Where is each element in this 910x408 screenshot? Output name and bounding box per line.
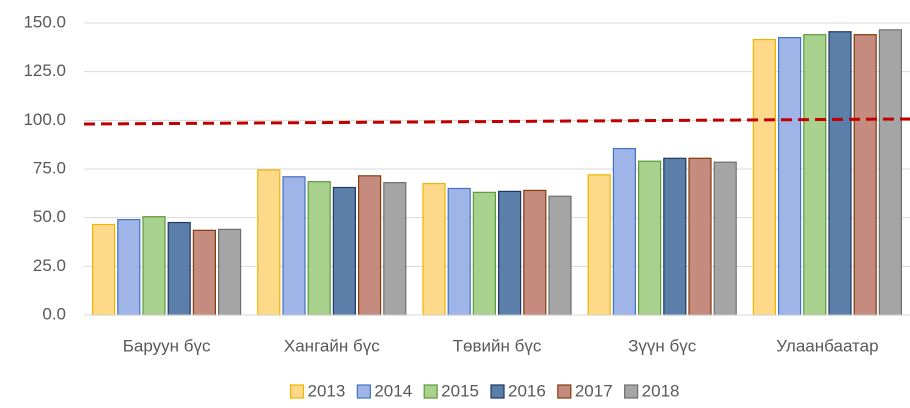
x-tick-label: Хангайн бүс (284, 336, 380, 355)
y-tick-label: 50.0 (33, 207, 66, 226)
bar (637, 160, 662, 316)
bar (307, 181, 331, 316)
x-tick-label: Баруун бүс (123, 336, 211, 355)
bar (257, 169, 281, 316)
bar (548, 195, 572, 316)
bar (91, 223, 116, 316)
bar (282, 176, 306, 316)
bar (688, 157, 712, 316)
y-tick-label: 125.0 (23, 61, 66, 80)
bar (777, 36, 802, 316)
bar (853, 34, 877, 316)
y-tick-label: 150.0 (23, 12, 66, 31)
bar (117, 219, 141, 316)
bar (218, 228, 242, 316)
bar (878, 29, 903, 316)
legend-swatch (289, 384, 305, 399)
legend-label: 2014 (374, 381, 412, 400)
legend-label: 2018 (642, 381, 680, 400)
x-tick-label: Зүүн бүс (628, 336, 697, 355)
bar (523, 189, 547, 316)
y-tick-label: 75.0 (33, 158, 66, 177)
bar (192, 229, 216, 316)
bar (422, 183, 446, 316)
x-tick-label: Төвийн бүс (453, 336, 542, 355)
reference-line (83, 117, 910, 126)
bar (142, 216, 166, 316)
bar (472, 191, 496, 316)
y-tick-label: 25.0 (33, 256, 66, 275)
legend-swatch (557, 384, 572, 399)
legend-label: 2017 (575, 381, 613, 400)
legend-swatch (624, 384, 639, 399)
bar (713, 161, 737, 316)
bar (498, 190, 522, 316)
legend-label: 2013 (308, 381, 346, 400)
legend-swatch (490, 384, 505, 399)
legend-swatch (423, 384, 438, 399)
y-tick-label: 0.0 (42, 304, 66, 323)
bar (612, 147, 637, 316)
bar (828, 31, 852, 316)
legend-swatch (356, 384, 371, 399)
bar (167, 221, 191, 316)
bar (358, 175, 382, 316)
legend-label: 2016 (508, 381, 546, 400)
bar (383, 182, 407, 316)
bar (447, 187, 471, 316)
bar (663, 157, 687, 316)
legend-label: 2015 (441, 381, 479, 400)
bar (332, 186, 356, 316)
bar (752, 38, 777, 316)
x-tick-label: Улаанбаатар (776, 336, 878, 355)
bar (803, 34, 827, 316)
bar (587, 174, 611, 316)
y-tick-label: 100.0 (23, 110, 66, 129)
